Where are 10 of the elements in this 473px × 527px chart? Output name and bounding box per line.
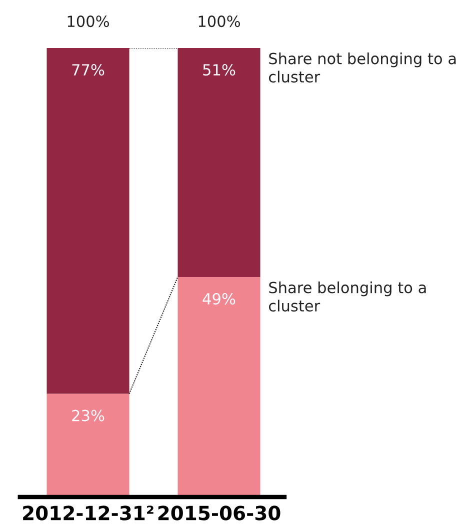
data-label: 23% (72, 410, 104, 422)
x-tick-label: 2015-06-30 (158, 506, 280, 520)
x-tick-label: 2012-12-31² (23, 506, 154, 520)
series-label: Share belonging to a cluster (268, 281, 426, 312)
data-label: 51% (203, 64, 236, 76)
data-label: 77% (72, 64, 104, 76)
total-label: 100% (68, 16, 109, 28)
total-label: 100% (198, 16, 240, 28)
data-label: 49% (202, 293, 236, 305)
series-label: Share not belonging to a cluster (268, 52, 456, 83)
